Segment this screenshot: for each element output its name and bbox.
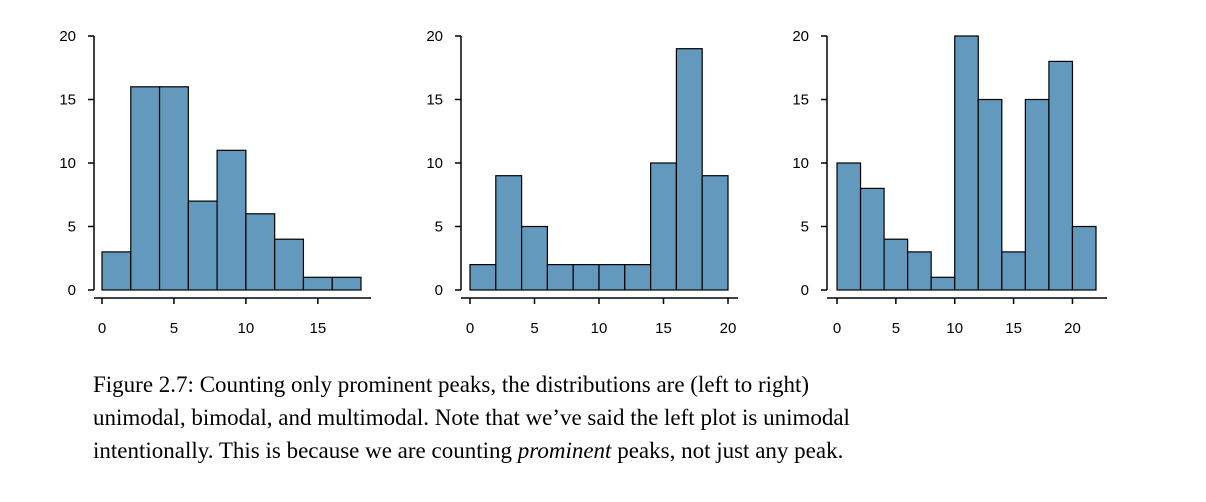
histogram-bar xyxy=(859,187,885,291)
y-tick-label: 5 xyxy=(801,219,809,236)
x-tick-label: 5 xyxy=(170,320,178,337)
histogram-bar xyxy=(274,238,305,291)
x-tick-label: 0 xyxy=(833,320,841,337)
y-tick-label: 0 xyxy=(68,282,76,299)
y-tick-label: 10 xyxy=(426,155,443,172)
y-tick-label: 5 xyxy=(435,219,443,236)
histogram-bar xyxy=(598,264,626,291)
x-tick-label: 5 xyxy=(530,320,538,337)
y-tick-label: 0 xyxy=(801,282,809,299)
histogram-bar xyxy=(883,238,909,291)
y-tick-label: 20 xyxy=(792,28,809,45)
caption-emphasis: prominent xyxy=(517,438,612,463)
x-tick-label: 0 xyxy=(466,320,474,337)
x-tick-label: 10 xyxy=(238,320,255,337)
x-tick-label: 0 xyxy=(98,320,106,337)
histogram-panels: 0 5 10 15 20 0 5 10 15 0 5 10 15 20 0 5 10 15 20 0 5 10 15 20… xyxy=(59,28,1107,337)
x-tick-label: 20 xyxy=(720,320,737,337)
histogram-multimodal: 0 5 10 15 20 0 5 10 15 20 xyxy=(792,28,1107,337)
caption-line-3: intentionally. This is because we are co… xyxy=(93,434,1123,467)
histogram-bar xyxy=(977,98,1003,291)
histogram-bar xyxy=(836,162,862,291)
y-tick-label: 15 xyxy=(59,92,76,109)
histogram-bar xyxy=(954,35,979,291)
histogram-bar xyxy=(331,276,362,291)
y-tick-label: 20 xyxy=(426,28,443,45)
histogram-unimodal: 0 5 10 15 20 0 5 10 15 xyxy=(59,28,371,337)
histogram-bar xyxy=(624,264,652,291)
y-tick-label: 20 xyxy=(59,28,76,45)
x-tick-label: 15 xyxy=(309,320,326,337)
histogram-bar xyxy=(546,264,574,291)
x-tick-label: 20 xyxy=(1064,320,1081,337)
y-tick-label: 15 xyxy=(426,92,443,109)
histogram-bar xyxy=(469,264,497,291)
histogram-bar xyxy=(930,276,956,291)
y-tick-label: 15 xyxy=(792,92,809,109)
x-tick-label: 5 xyxy=(892,320,900,337)
x-tick-label: 15 xyxy=(1005,320,1022,337)
histogram-bar xyxy=(216,149,247,291)
x-tick-label: 10 xyxy=(591,320,608,337)
histogram-bar xyxy=(1001,251,1026,291)
histogram-bar xyxy=(701,175,729,291)
histogram-bar xyxy=(158,86,189,291)
histogram-bar xyxy=(907,251,932,291)
y-tick-label: 0 xyxy=(435,282,443,299)
histogram-bar xyxy=(675,48,703,291)
histogram-bar xyxy=(649,162,677,291)
caption-line-3-end: peaks, not just any peak. xyxy=(611,438,844,463)
x-tick-label: 10 xyxy=(946,320,963,337)
histogram-bar xyxy=(1024,98,1050,291)
histogram-bar xyxy=(1071,225,1097,291)
y-tick-label: 10 xyxy=(59,155,76,172)
histogram-bar xyxy=(520,225,548,291)
histogram-bar xyxy=(101,251,132,291)
caption-line-1: Figure 2.7: Counting only prominent peak… xyxy=(93,372,810,397)
histogram-bimodal: 0 5 10 15 20 0 5 10 15 20 xyxy=(426,28,738,337)
caption-line-2: unimodal, bimodal, and multimodal. Note … xyxy=(93,405,850,430)
figure-caption: Figure 2.7: Counting only prominent peak… xyxy=(93,368,1123,467)
x-tick-label: 15 xyxy=(655,320,672,337)
y-tick-label: 5 xyxy=(68,219,76,236)
histogram-bar xyxy=(130,86,161,291)
histogram-bar xyxy=(245,213,276,291)
caption-line-3-start: intentionally. This is because we are co… xyxy=(93,438,518,463)
histogram-bar xyxy=(1048,60,1074,291)
y-tick-label: 10 xyxy=(792,155,809,172)
